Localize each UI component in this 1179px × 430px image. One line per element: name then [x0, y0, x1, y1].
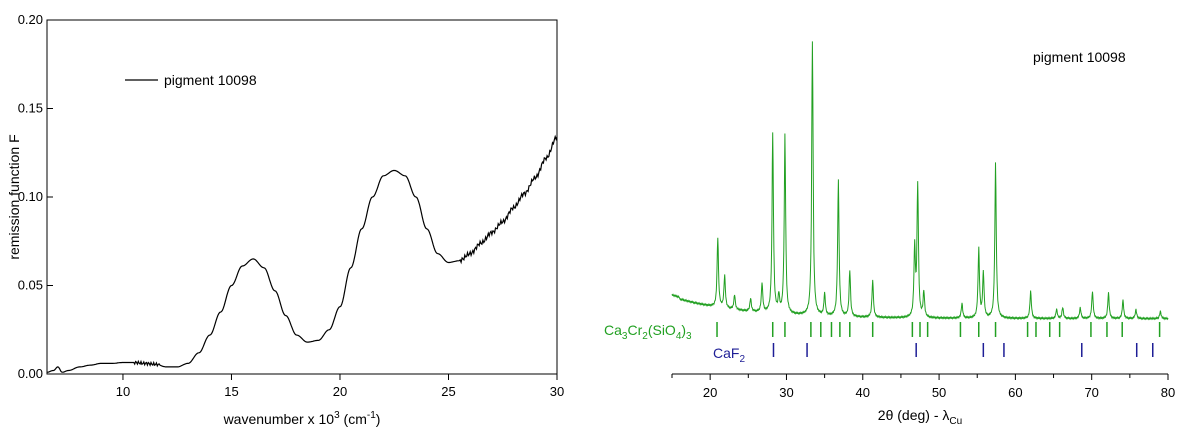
- series-line-pigment-10098: [47, 134, 558, 373]
- right-x-tick-label: 20: [703, 385, 717, 400]
- left-y-axis-title: remission function F: [6, 134, 22, 259]
- left-y-ticks: 0.00 0.05 0.10 0.15 0.20: [18, 12, 53, 381]
- left-x-tick-label: 10: [116, 384, 130, 399]
- left-y-tick-label: 0.20: [18, 12, 43, 27]
- left-x-tick-label: 15: [224, 384, 238, 399]
- right-chart-title: pigment 10098: [1033, 49, 1126, 65]
- left-y-tick-label: 0.05: [18, 278, 43, 293]
- right-xrd-chart: 20 30 40 50 60 70 80 pigment 10098 Ca3Cr2(SiO4…: [604, 41, 1175, 427]
- xrd-pattern-line: [671, 41, 1169, 321]
- legend-label-pigment-10098: pigment 10098: [164, 72, 257, 88]
- left-plot-frame: [46, 19, 558, 375]
- left-y-tick-label: 0.10: [18, 189, 43, 204]
- right-x-tick-label: 40: [856, 385, 870, 400]
- reference-phase-ticks: [716, 322, 1161, 357]
- right-x-tick-label: 80: [1161, 385, 1175, 400]
- left-x-ticks: 10 15 20 25 30: [116, 374, 564, 399]
- right-x-axis-title: 2θ (deg) - λCu: [878, 407, 962, 427]
- right-x-tick-label: 60: [1008, 385, 1022, 400]
- left-uv-vis-chart: 0.00 0.05 0.10 0.15 0.20 10 15 20 25 30 pigment …: [6, 12, 564, 427]
- reference-label-ca3cr2sio43: Ca3Cr2(SiO4)3: [604, 322, 692, 342]
- left-x-tick-label: 20: [333, 384, 347, 399]
- right-x-tick-label: 50: [932, 385, 946, 400]
- left-y-tick-label: 0.00: [18, 366, 43, 381]
- right-x-tick-label: 70: [1084, 385, 1098, 400]
- right-x-tick-label: 30: [779, 385, 793, 400]
- right-x-ticks: 20 30 40 50 60 70 80: [671, 374, 1175, 400]
- reference-label-caf2: CaF2: [713, 345, 745, 365]
- left-x-tick-label: 25: [441, 384, 455, 399]
- left-x-axis-title: wavenumber x 103 (cm-1): [223, 410, 381, 427]
- left-y-tick-label: 0.15: [18, 101, 43, 116]
- left-x-tick-label: 30: [550, 384, 564, 399]
